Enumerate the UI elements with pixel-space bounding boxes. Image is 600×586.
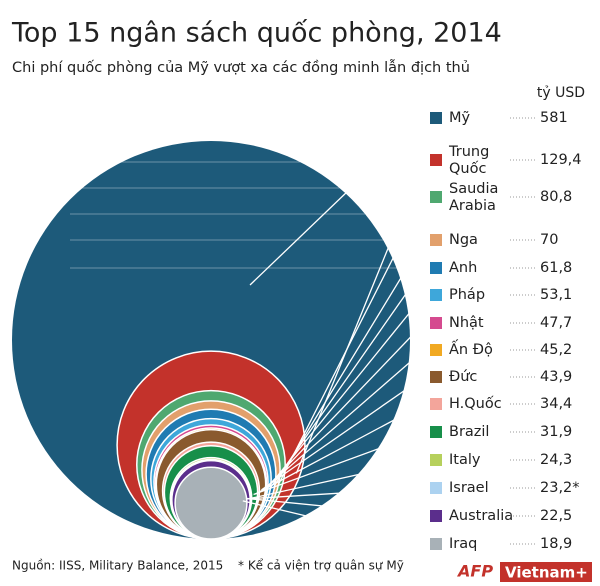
legend-swatch xyxy=(430,317,442,329)
legend-swatch xyxy=(430,289,442,301)
legend-label: Mỹ xyxy=(449,110,471,126)
value-label: 23,2* xyxy=(540,480,580,496)
legend-swatch xyxy=(430,234,442,246)
legend-swatch xyxy=(430,262,442,274)
leader-line xyxy=(246,487,425,500)
legend-swatch xyxy=(430,191,442,203)
value-label: 61,8 xyxy=(540,260,572,276)
legend-swatch xyxy=(430,398,442,410)
leader-line xyxy=(247,459,425,500)
logo-vietnamplus: Vietnam+ xyxy=(505,564,588,582)
leader-line xyxy=(273,239,425,487)
value-label: 22,5 xyxy=(540,508,572,524)
leader-line xyxy=(246,497,425,517)
value-label: 45,2 xyxy=(540,342,572,358)
legend-swatch xyxy=(430,510,442,522)
legend-swatch xyxy=(430,154,442,166)
value-label: 53,1 xyxy=(540,287,572,303)
chart-title: Top 15 ngân sách quốc phòng, 2014 xyxy=(11,18,502,49)
logo-afp: AFP xyxy=(456,562,493,581)
leader-line xyxy=(265,294,425,491)
legend-swatch xyxy=(430,371,442,383)
legend-label: Nga xyxy=(449,232,478,248)
leader-line xyxy=(261,376,425,491)
unit-label: tỷ USD xyxy=(537,85,585,101)
legend-swatch xyxy=(430,538,442,550)
leader-line xyxy=(249,117,425,286)
legend-label: Iraq xyxy=(449,536,477,552)
legend-swatch xyxy=(430,482,442,494)
legend-swatch xyxy=(430,454,442,466)
legend-label: Brazil xyxy=(449,424,489,440)
legend-label: Nhật xyxy=(449,315,484,331)
logo-bg xyxy=(500,562,592,582)
value-label: 18,9 xyxy=(540,536,572,552)
legend: Mỹ 581 Trung Quốc 129,4 Saudia Arabia 80,8 Nga 70… xyxy=(242,110,582,552)
value-label: 31,9 xyxy=(540,424,572,440)
legend-label: Pháp xyxy=(449,287,485,303)
leader-line xyxy=(253,431,425,496)
legend-label: Anh xyxy=(449,260,477,276)
leader-line xyxy=(254,403,425,495)
value-label: 80,8 xyxy=(540,189,572,205)
legend-label: Trung Quốc xyxy=(448,144,489,177)
legend-swatch xyxy=(430,426,442,438)
leader-line xyxy=(242,500,425,545)
legend-swatch xyxy=(430,112,442,124)
leader-line xyxy=(262,322,425,492)
source: Nguồn: IISS, Military Balance, 2015 xyxy=(12,559,223,573)
note: * Kể cả viện trợ quân sự Mỹ xyxy=(238,559,404,573)
chart-subtitle: Chi phí quốc phòng của Mỹ vượt xa các đồ… xyxy=(12,59,470,76)
value-label: 43,9 xyxy=(540,369,572,385)
value-label: 34,4 xyxy=(540,396,572,412)
value-label: 24,3 xyxy=(540,452,572,468)
circle xyxy=(174,466,248,540)
leader-line xyxy=(261,349,425,492)
legend-label: Saudia Arabia xyxy=(449,181,498,214)
legend-label: H.Quốc xyxy=(449,395,502,412)
leader-line xyxy=(269,267,425,489)
legend-label: Ấn Độ xyxy=(449,339,493,358)
value-label: 581 xyxy=(540,110,568,126)
value-label: 47,7 xyxy=(540,315,572,331)
value-label: 129,4 xyxy=(540,152,582,168)
leader-line xyxy=(277,196,425,486)
legend-label: Israel xyxy=(449,480,489,496)
value-label: 70 xyxy=(540,232,558,248)
legend-label: Đức xyxy=(449,369,477,385)
legend-swatch xyxy=(430,344,442,356)
legend-label: Australia xyxy=(449,508,513,524)
legend-label: Italy xyxy=(449,452,481,468)
